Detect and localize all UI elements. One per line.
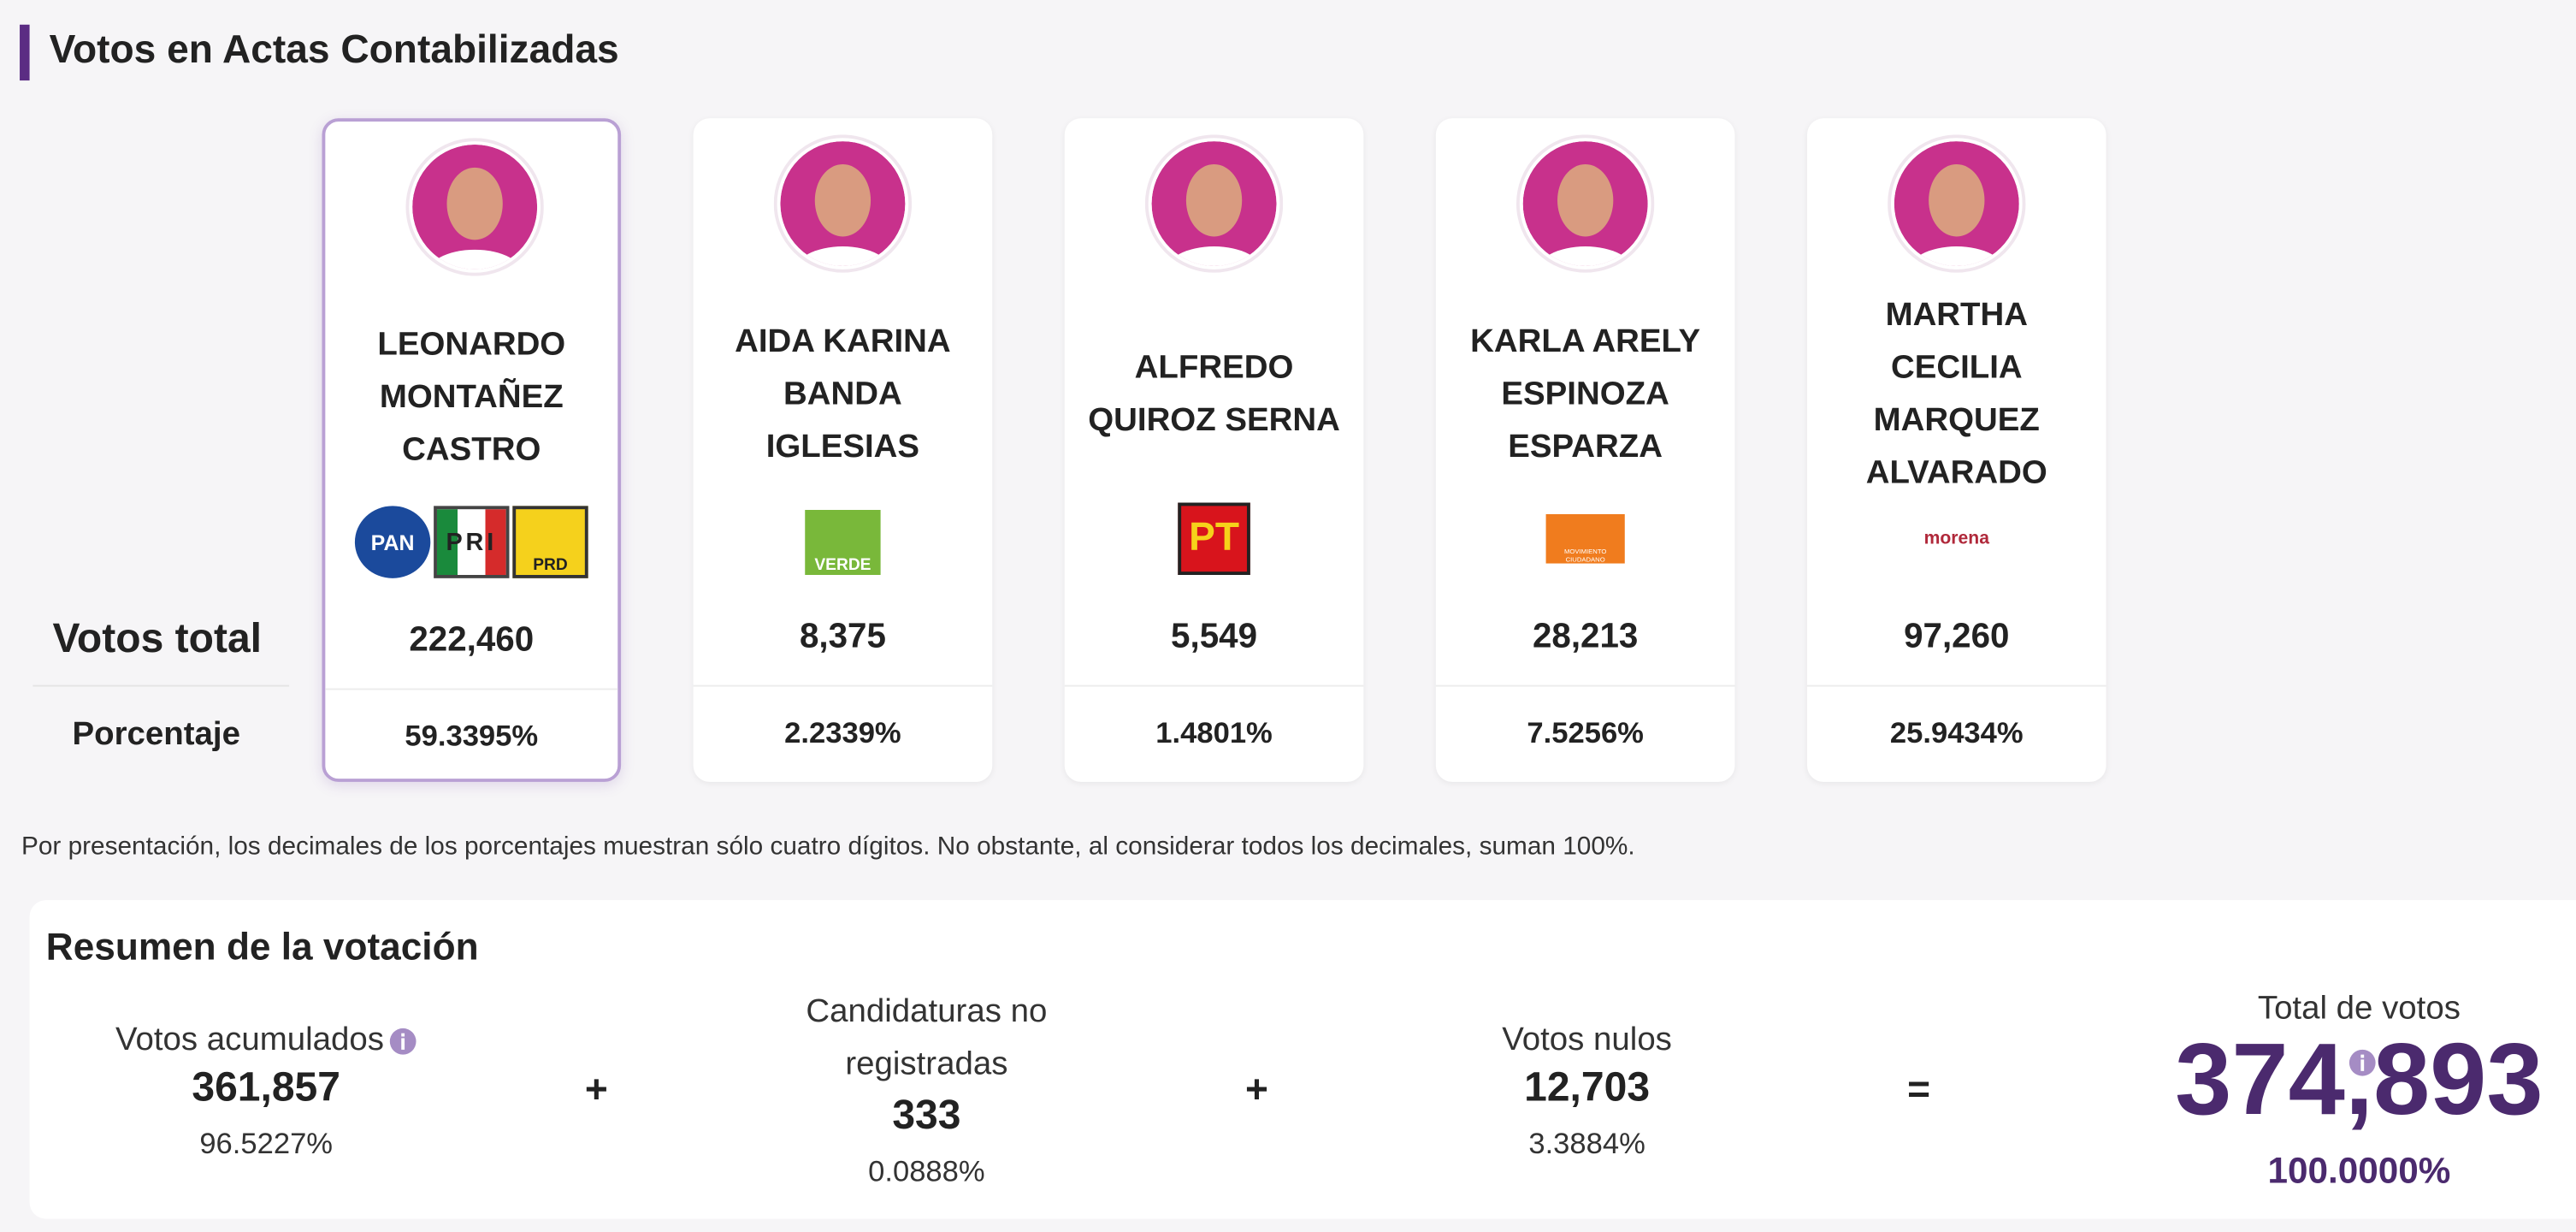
votes-total: 97,260 (1904, 617, 2010, 656)
summary-value: 12,703 (1524, 1064, 1651, 1111)
candidate-card: KARLA ARELY ESPINOZA ESPARZA MOVIMIENTO C… (1435, 118, 1735, 782)
candidate-card: ALFREDO QUIROZ SERNA PT 5,549 1.4801% (1064, 118, 1364, 782)
card-divider (693, 684, 993, 687)
avatar-wrap (405, 138, 544, 284)
avatar (405, 138, 544, 276)
card-divider (1064, 684, 1364, 687)
avatar (1144, 134, 1284, 273)
candidate-name: LEONARDO MONTAÑEZ CASTRO (377, 327, 566, 469)
summary-label: Total de votos (2251, 982, 2468, 1087)
candidate-card: LEONARDO MONTAÑEZ CASTRO PAN PRI PRD 222,460… (322, 118, 622, 782)
summary-panel (29, 900, 2576, 1219)
percentage: 7.5256% (1527, 716, 1644, 749)
party-logo: VERDE (805, 502, 881, 575)
candidate-name: KARLA ARELY ESPINOZA ESPARZA (1470, 323, 1701, 465)
note: Por presentación, los decimales de los p… (21, 832, 1635, 862)
operator: + (1245, 1068, 1268, 1112)
votes-total: 28,213 (1532, 617, 1639, 656)
candidate-name: ALFREDO QUIROZ SERNA (1088, 349, 1340, 439)
summary-label: Votos acumulados (115, 1014, 417, 1066)
summary-label: Votos nulos (1502, 1014, 1672, 1066)
party-logo: PRD (512, 506, 588, 578)
operator: + (584, 1068, 608, 1112)
card-divider (325, 688, 618, 690)
summary-percent: 0.0888% (868, 1154, 985, 1188)
title-accent (20, 24, 30, 81)
percentage: 59.3395% (405, 719, 539, 753)
avatar-wrap (1144, 134, 1284, 281)
party-logos: morena (1807, 500, 2106, 578)
info-icon[interactable] (2349, 1049, 2376, 1076)
party-logos: PT (1065, 500, 1364, 578)
party-logos: VERDE (694, 500, 993, 578)
row-divider (32, 684, 290, 687)
votes-total: 222,460 (409, 620, 535, 659)
avatar (773, 134, 913, 273)
label-text: Candidaturas no registradas (806, 993, 1048, 1083)
avatar (1888, 134, 2026, 273)
party-logo: morena (1923, 529, 1989, 549)
percentage: 1.4801% (1155, 716, 1273, 749)
avatar (1515, 134, 1655, 273)
summary-label: Candidaturas no registradas (806, 986, 1047, 1091)
label-text: Votos acumulados (115, 1022, 384, 1058)
summary-value: 361,857 (192, 1064, 340, 1111)
avatar-wrap (1515, 134, 1655, 281)
party-logo: PT (1178, 502, 1250, 575)
candidate-name: AIDA KARINA BANDA IGLESIAS (735, 323, 951, 465)
info-icon[interactable] (390, 1028, 417, 1055)
votes-total: 5,549 (1171, 617, 1258, 656)
party-logos: MOVIMIENTO CIUDADANO (1436, 500, 1735, 578)
section-title: Votos en Actas Contabilizadas (49, 27, 619, 73)
summary-percent: 96.5227% (199, 1127, 334, 1160)
party-logo: PRI (434, 506, 510, 578)
candidate-name: MARTHA CECILIA MARQUEZ ALVARADO (1865, 297, 2047, 492)
row-label: Votos total (52, 616, 263, 662)
votes-total: 8,375 (799, 617, 886, 656)
summary-percent: 100.0000% (2267, 1150, 2451, 1191)
party-logo: MOVIMIENTO CIUDADANO (1545, 513, 1625, 564)
label-text: Total de votos (2257, 990, 2461, 1027)
avatar-wrap (773, 134, 913, 281)
row-label: Porcentaje (72, 716, 240, 753)
label-text: Votos nulos (1502, 1022, 1672, 1058)
operator: = (1907, 1068, 1931, 1112)
card-divider (1806, 684, 2106, 687)
percentage: 2.2339% (784, 716, 901, 749)
avatar-wrap (1888, 134, 2026, 281)
summary-value: 374,893 (2175, 1023, 2544, 1137)
card-divider (1435, 684, 1735, 687)
candidate-card: AIDA KARINA BANDA IGLESIAS VERDE 8,375 2.23… (693, 118, 993, 782)
summary-title: Resumen de la votación (45, 924, 479, 968)
candidate-card: MARTHA CECILIA MARQUEZ ALVARADO morena 97,… (1806, 118, 2106, 782)
summary-value: 333 (892, 1092, 961, 1139)
percentage: 25.9434% (1889, 716, 2024, 749)
party-logo: PAN (354, 506, 431, 578)
party-logos: PAN PRI PRD (325, 503, 617, 582)
summary-percent: 3.3884% (1528, 1127, 1645, 1160)
